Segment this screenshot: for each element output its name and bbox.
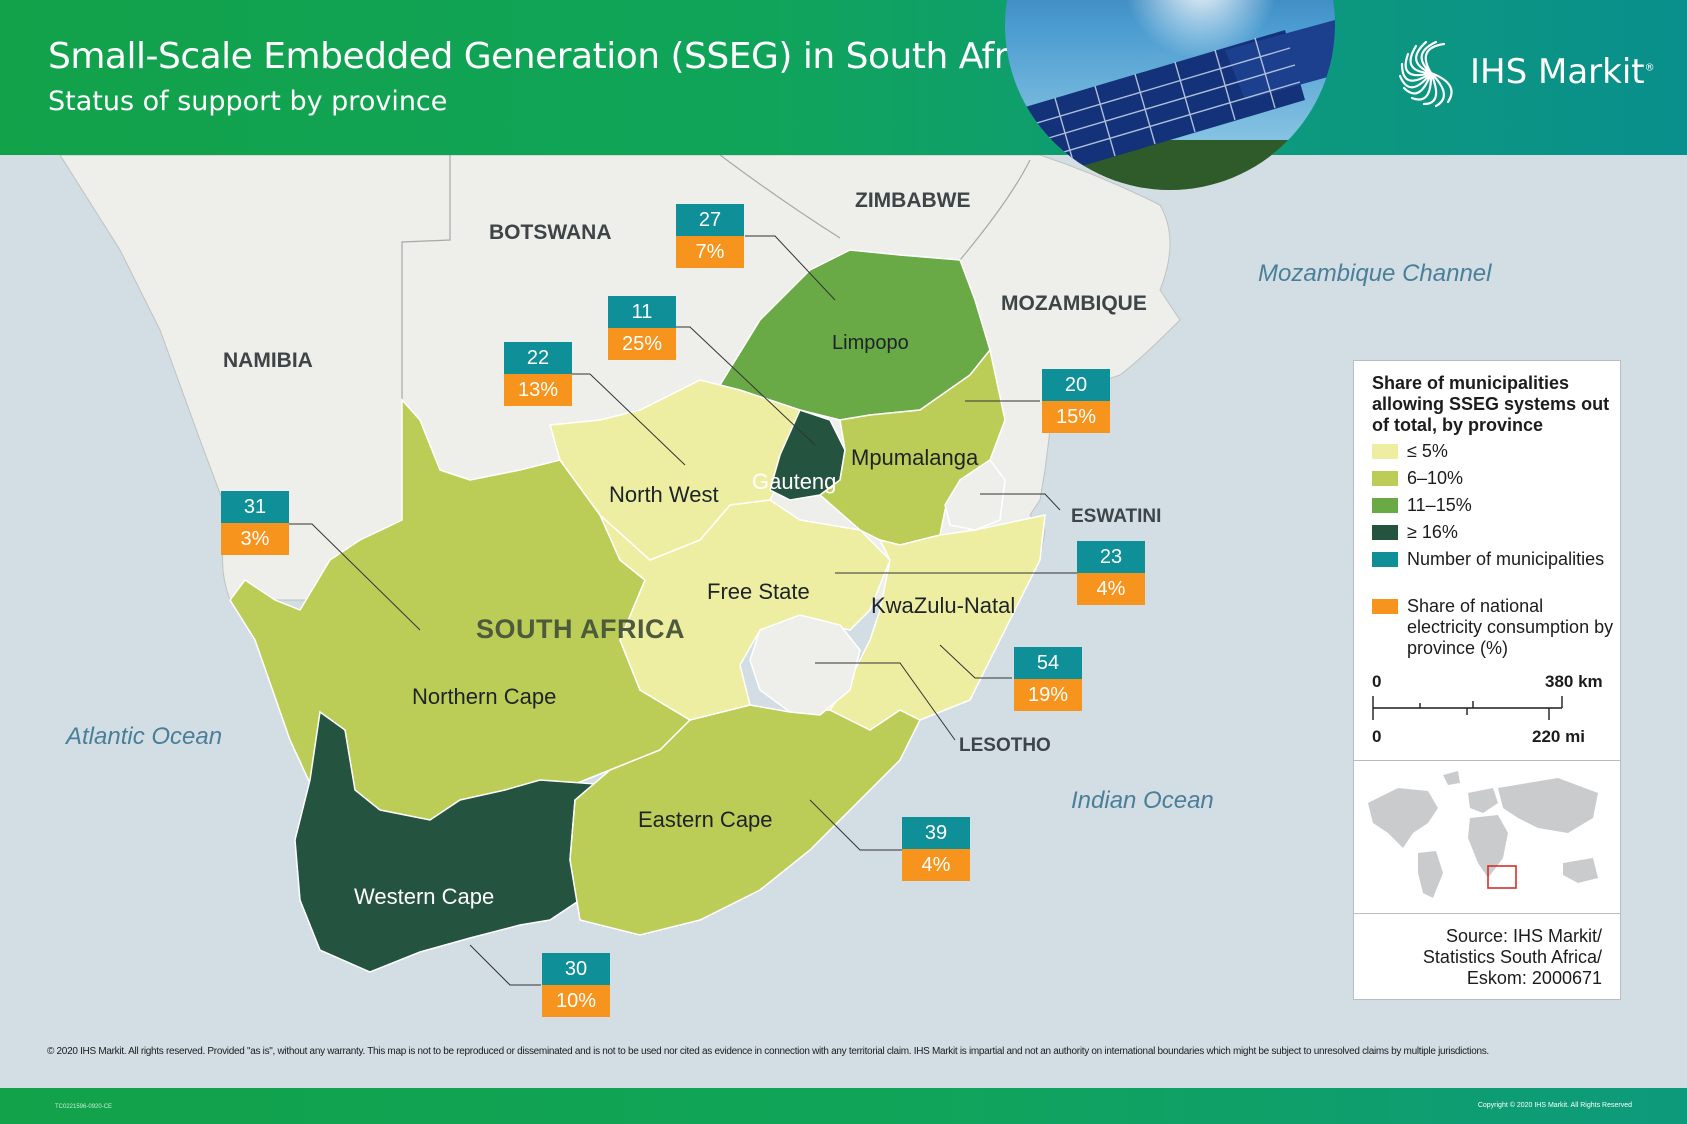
municipality-count: 39 [902, 817, 970, 849]
consumption-share: 25% [608, 328, 676, 360]
scale-km-label: 380 km [1545, 672, 1603, 691]
leader-northern-cape [288, 523, 421, 631]
callout-northern-cape: 31 3% [221, 491, 289, 555]
province-label-mpumalanga: Mpumalanga [851, 445, 979, 470]
province-label-eastern-cape: Eastern Cape [638, 807, 773, 832]
province-label-north-west: North West [609, 482, 719, 507]
legend-label: ≥ 16% [1407, 522, 1458, 542]
eswatini-shape [944, 458, 1006, 531]
leader-north-west [572, 373, 686, 466]
label-indian-ocean: Indian Ocean [1071, 787, 1214, 814]
legend-swatch [1372, 444, 1398, 459]
province-label-limpopo: Limpopo [832, 332, 909, 354]
lesotho-shape [749, 614, 861, 716]
callout-mpumalanga: 20 15% [1042, 369, 1110, 433]
callout-free-state: 23 4% [1077, 541, 1145, 605]
leader-western-cape [469, 944, 541, 986]
page-title: Small-Scale Embedded Generation (SSEG) i… [48, 36, 1059, 77]
callout-north-west: 22 13% [504, 342, 572, 406]
legend-divider [1354, 913, 1620, 914]
legend-label: Number of municipalities [1407, 549, 1605, 569]
legend-divider [1354, 760, 1620, 761]
municipality-count: 27 [676, 204, 744, 236]
municipality-count: 20 [1042, 369, 1110, 401]
municipality-count: 54 [1014, 647, 1082, 679]
border-namibia-botswana [401, 155, 451, 400]
scale-km-zero: 0 [1372, 672, 1382, 691]
consumption-share: 7% [676, 236, 744, 268]
leader-limpopo [745, 235, 836, 301]
municipality-count: 23 [1077, 541, 1145, 573]
legend-label: Share of national electricity consumptio… [1407, 596, 1614, 658]
legend-label: 11–15% [1407, 495, 1472, 515]
consumption-share: 4% [1077, 573, 1145, 605]
label-mozambique: MOZAMBIQUE [1001, 292, 1147, 315]
border-zimbabwe-mozambique [959, 159, 1031, 261]
legend-swatch [1372, 498, 1398, 513]
province-label-northern-cape: Northern Cape [412, 684, 557, 709]
legend-title: Share of municipalities allowing SSEG sy… [1372, 373, 1610, 435]
locator-box [1487, 865, 1517, 889]
page-subtitle: Status of support by province [48, 86, 448, 117]
legend-swatch [1372, 599, 1398, 614]
map [59, 155, 1181, 986]
province-label-free-state: Free State [707, 579, 810, 604]
label-atlantic-ocean: Atlantic Ocean [66, 723, 223, 750]
callout-western-cape: 30 10% [542, 953, 610, 1017]
leader-lesotho [815, 662, 956, 741]
scale-mi-label: 220 mi [1532, 727, 1585, 746]
legend-label: ≤ 5% [1407, 441, 1448, 461]
legend-swatch [1372, 471, 1398, 486]
municipality-count: 30 [542, 953, 610, 985]
province-label-kwazulu-natal: KwaZulu-Natal [871, 593, 1016, 618]
source-note: Source: IHS Markit/ Statistics South Afr… [1422, 926, 1602, 988]
province-kwazulu-natal [828, 514, 1046, 731]
logo-registered-mark: ® [1644, 62, 1655, 74]
label-eswatini: ESWATINI [1071, 506, 1162, 527]
consumption-share: 13% [504, 374, 572, 406]
consumption-share: 4% [902, 849, 970, 881]
leader-kwazulu-natal [939, 644, 1012, 679]
scale-mi-zero: 0 [1372, 727, 1382, 746]
province-label-western-cape: Western Cape [354, 884, 495, 909]
footer-copyright: Copyright © 2020 IHS Markit. All Rights … [1477, 1102, 1632, 1109]
footer-code: TC0221596-0920-CE [55, 1104, 113, 1110]
municipality-count: 11 [608, 296, 676, 328]
consumption-share: 15% [1042, 401, 1110, 433]
province-label-gauteng: Gauteng [752, 469, 837, 494]
label-mozambique-channel: Mozambique Channel [1258, 260, 1492, 287]
disclaimer: © 2020 IHS Markit. All rights reserved. … [47, 1046, 1489, 1057]
consumption-share: 19% [1014, 679, 1082, 711]
leader-eswatini [980, 493, 1061, 511]
callout-gauteng: 11 25% [608, 296, 676, 360]
border-botswana-zimbabwe [719, 155, 841, 239]
municipality-count: 22 [504, 342, 572, 374]
municipality-count: 31 [221, 491, 289, 523]
legend-swatch [1372, 525, 1398, 540]
callout-kwazulu-natal: 54 19% [1014, 647, 1082, 711]
legend-label: 6–10% [1407, 468, 1464, 488]
label-zimbabwe: ZIMBABWE [855, 189, 971, 212]
label-namibia: NAMIBIA [223, 349, 313, 372]
province-mpumalanga [818, 348, 1006, 546]
logo-burst-icon [1398, 40, 1453, 108]
callout-eastern-cape: 39 4% [902, 817, 970, 881]
consumption-share: 10% [542, 985, 610, 1017]
leader-eastern-cape [809, 799, 902, 851]
label-south-africa: SOUTH AFRICA [476, 614, 685, 644]
world-locator-map [1368, 771, 1598, 898]
callout-limpopo: 27 7% [676, 204, 744, 268]
legend-panel: Share of municipalities allowing SSEG sy… [1353, 360, 1621, 1000]
logo-wordmark: IHS Markit [1470, 52, 1645, 92]
scale-bar [1372, 696, 1563, 720]
label-lesotho: LESOTHO [959, 735, 1051, 756]
footer-bar: TC0221596-0920-CE Copyright © 2020 IHS M… [0, 1088, 1687, 1124]
leader-gauteng [676, 326, 816, 446]
legend-swatch [1372, 552, 1398, 567]
label-botswana: BOTSWANA [489, 221, 612, 244]
consumption-share: 3% [221, 523, 289, 555]
